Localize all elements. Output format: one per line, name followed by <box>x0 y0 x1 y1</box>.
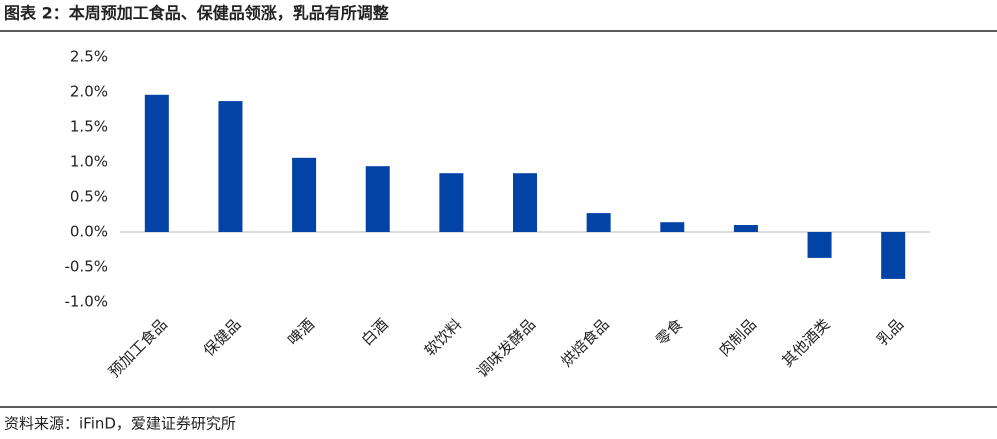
bar <box>807 232 832 258</box>
x-tick-label: 保健品 <box>200 315 245 360</box>
y-tick-label: 2.0% <box>70 83 108 101</box>
y-tick-label: 0.0% <box>70 223 108 241</box>
bar <box>292 157 317 232</box>
y-tick-label: 1.0% <box>70 153 108 171</box>
y-tick-label: 1.5% <box>70 118 108 136</box>
x-tick-label: 肉制品 <box>715 315 760 360</box>
bar <box>733 225 758 232</box>
x-tick-label: 烘焙食品 <box>557 315 612 370</box>
y-tick-label: -0.5% <box>64 258 108 276</box>
bar <box>513 173 537 232</box>
x-tick-label: 其他酒类 <box>778 315 833 370</box>
y-tick-label: 2.5% <box>70 48 108 66</box>
bar <box>144 94 169 232</box>
bar <box>218 101 243 232</box>
source-note: 资料来源：iFinD，爱建证券研究所 <box>4 415 236 433</box>
x-tick-label: 白酒 <box>358 315 392 349</box>
y-tick-label: 0.5% <box>70 188 108 206</box>
bar <box>365 166 390 232</box>
x-tick-label: 预加工食品 <box>105 315 171 381</box>
bar <box>660 222 685 232</box>
bar <box>881 232 906 279</box>
x-tick-label: 调味发酵品 <box>473 315 539 381</box>
x-tick-label: 乳品 <box>873 315 907 349</box>
chart-title: 图表 2：本周预加工食品、保健品领涨，乳品有所调整 <box>4 4 389 23</box>
x-tick-label: 零食 <box>652 315 686 349</box>
bar <box>439 173 464 232</box>
y-tick-label: -1.0% <box>64 293 108 311</box>
x-tick-label: 软饮料 <box>421 315 466 360</box>
bar <box>586 213 611 232</box>
x-tick-label: 啤酒 <box>284 315 318 349</box>
